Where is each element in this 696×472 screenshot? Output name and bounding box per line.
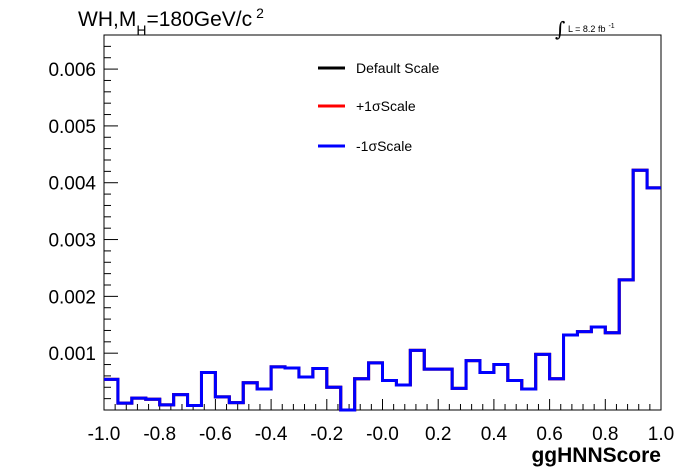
title-subscript: H	[136, 22, 146, 38]
x-tick-label: -1.0	[88, 424, 121, 445]
y-tick-label: 0.004	[48, 174, 96, 195]
x-tick-label: 0.4	[481, 424, 508, 445]
legend-label: -1σScale	[356, 138, 412, 154]
title-rest: =180GeV/c	[146, 8, 252, 31]
integral-sign: ∫	[555, 17, 565, 41]
x-tick-label: 0.8	[592, 424, 618, 445]
lumi-annotation: L = 8.2 fb -1	[568, 23, 615, 34]
x-tick-label: 0.6	[536, 424, 562, 445]
y-tick-label: 0.005	[48, 117, 96, 138]
axis-ticks	[103, 34, 662, 410]
legend-label: Default Scale	[356, 60, 439, 76]
lumi-exponent: -1	[608, 23, 614, 30]
chart-title: WH,MH=180GeV/c 2	[78, 5, 264, 38]
x-tick-label: 1.0	[648, 424, 674, 445]
series-group	[104, 168, 661, 412]
legend-label: +1σScale	[356, 98, 416, 114]
x-tick-label: -0.4	[255, 424, 288, 445]
lumi-text: L = 8.2 fb	[568, 24, 605, 34]
x-tick-label: -0.0	[366, 424, 399, 445]
y-tick-label: 0.006	[48, 60, 96, 81]
series-line-2	[104, 168, 661, 412]
legend: Default Scale +1σScale -1σScale	[318, 60, 439, 154]
title-main: WH,M	[78, 8, 136, 31]
x-tick-label: -0.8	[143, 424, 176, 445]
x-axis-label: ggHNNScore	[531, 444, 661, 467]
y-tick-label: 0.003	[48, 231, 96, 252]
y-tick-labels: 0.001 0.002 0.003 0.004 0.005 0.006	[48, 60, 96, 365]
title-superscript: 2	[256, 5, 264, 21]
x-tick-label: 0.2	[425, 424, 451, 445]
y-tick-label: 0.002	[48, 287, 96, 308]
plot-frame	[103, 34, 662, 411]
x-tick-label: -0.6	[199, 424, 232, 445]
y-tick-label: 0.001	[48, 344, 96, 365]
x-tick-labels: -1.0 -0.8 -0.6 -0.4 -0.2 -0.0 0.2 0.4 0.6 0.8 1.0	[88, 424, 675, 445]
x-tick-label: -0.2	[310, 424, 343, 445]
